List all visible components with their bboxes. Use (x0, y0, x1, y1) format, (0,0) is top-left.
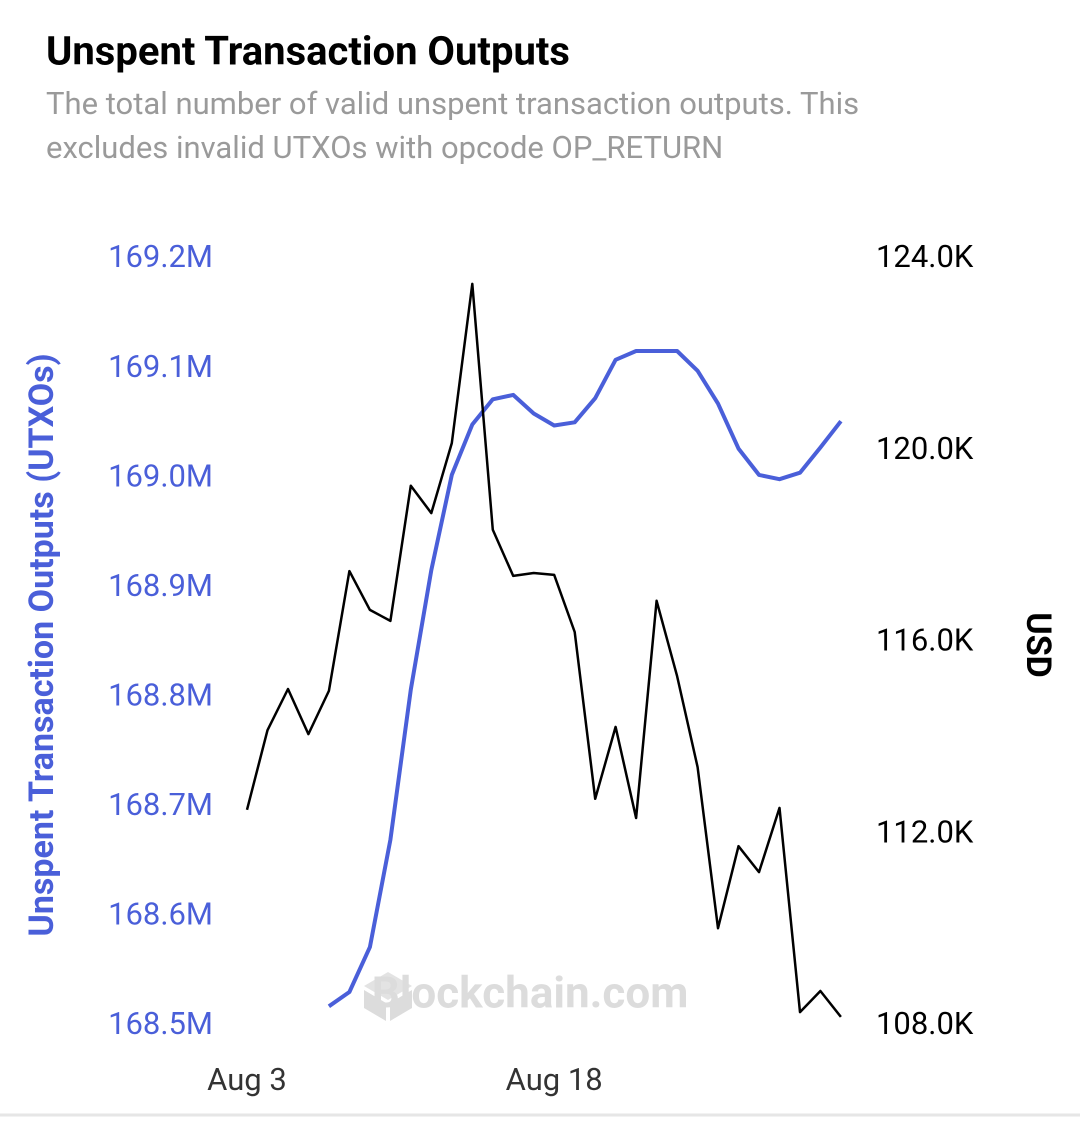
y-axis-title: Unspent Transaction Outputs (UTXOs) (22, 353, 62, 936)
chart-title: Unspent Transaction Outputs (46, 28, 570, 75)
watermark-logo (364, 972, 412, 1021)
watermark: Blockchain.com (372, 967, 689, 1019)
x-tick-label: Aug 3 (207, 1061, 287, 1098)
y2-tick-label: 120.0K (876, 430, 974, 467)
y2-axis-title: USD (1018, 612, 1058, 677)
x-tick-label: Aug 18 (506, 1061, 603, 1098)
chart-subtitle: The total number of valid unspent transa… (46, 85, 859, 166)
series-line (245, 282, 842, 1018)
y-tick-label: 168.9M (108, 567, 213, 604)
y2-tick-label: 108.0K (876, 1005, 974, 1042)
y2-tick-label: 116.0K (876, 622, 974, 659)
y2-tick-label: 112.0K (876, 813, 974, 850)
y-tick-label: 168.8M (108, 676, 213, 713)
y-tick-label: 168.5M (108, 1005, 213, 1042)
y-tick-label: 169.2M (108, 238, 213, 275)
y-tick-label: 169.0M (108, 457, 213, 494)
y-tick-label: 168.7M (108, 786, 213, 823)
series-line (327, 349, 843, 1008)
y-tick-label: 168.6M (108, 896, 213, 933)
y2-tick-label: 124.0K (876, 238, 974, 275)
y-tick-label: 169.1M (108, 348, 213, 385)
